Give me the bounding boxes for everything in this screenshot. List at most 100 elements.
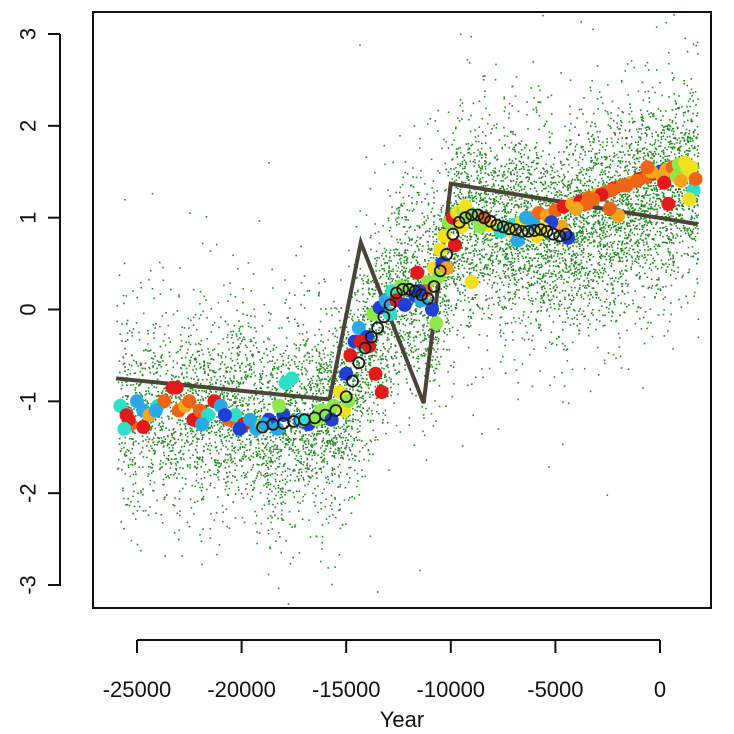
- background-point: [452, 270, 454, 272]
- background-point: [322, 440, 324, 442]
- background-point: [369, 419, 372, 422]
- background-point: [619, 200, 621, 202]
- background-point: [318, 353, 321, 355]
- background-point: [194, 343, 197, 345]
- background-point: [503, 250, 505, 252]
- background-point: [397, 241, 399, 244]
- background-point: [493, 198, 495, 201]
- background-point: [452, 275, 454, 278]
- background-point: [667, 51, 670, 54]
- background-point: [515, 166, 517, 169]
- background-point: [612, 249, 614, 251]
- background-point: [692, 139, 694, 142]
- background-point: [460, 33, 462, 36]
- background-point: [491, 262, 493, 265]
- background-point: [511, 331, 514, 333]
- background-point: [293, 468, 295, 471]
- background-point: [660, 222, 663, 224]
- background-point: [295, 438, 297, 440]
- background-point: [604, 301, 606, 303]
- background-point: [573, 190, 576, 193]
- background-point: [696, 232, 699, 235]
- background-point: [495, 271, 498, 273]
- background-point: [305, 430, 307, 432]
- background-point: [297, 452, 300, 454]
- background-point: [318, 389, 320, 392]
- background-point: [558, 176, 561, 178]
- background-point: [352, 389, 354, 391]
- background-point: [447, 171, 450, 173]
- background-point: [499, 187, 501, 190]
- background-point: [413, 208, 415, 211]
- background-point: [175, 468, 177, 470]
- background-point: [660, 150, 663, 153]
- background-point: [481, 368, 483, 370]
- background-point: [405, 218, 408, 221]
- background-point: [616, 252, 618, 254]
- background-point: [211, 383, 214, 385]
- background-point: [485, 181, 487, 183]
- background-point: [569, 143, 571, 146]
- background-point: [633, 227, 636, 229]
- background-point: [369, 421, 372, 423]
- background-point: [133, 359, 135, 362]
- background-point: [375, 270, 377, 272]
- background-point: [221, 504, 224, 507]
- background-point: [281, 355, 283, 358]
- background-point: [484, 197, 486, 199]
- background-point: [285, 364, 288, 367]
- background-point: [169, 440, 171, 443]
- background-point: [457, 163, 459, 166]
- background-point: [662, 194, 665, 197]
- background-point: [450, 261, 453, 263]
- background-point: [175, 464, 178, 467]
- background-point: [306, 464, 308, 467]
- background-point: [359, 274, 361, 276]
- background-point: [162, 478, 165, 481]
- background-point: [296, 410, 298, 412]
- background-point: [682, 224, 685, 227]
- background-point: [287, 357, 289, 360]
- background-point: [679, 191, 682, 193]
- background-point: [307, 443, 310, 445]
- background-point: [510, 171, 512, 173]
- background-point: [298, 409, 300, 411]
- background-point: [396, 208, 398, 210]
- background-point: [176, 310, 179, 312]
- background-point: [512, 169, 514, 172]
- background-point: [568, 253, 571, 255]
- background-point: [482, 243, 485, 245]
- background-point: [686, 105, 688, 108]
- background-point: [599, 228, 601, 231]
- background-point: [453, 278, 455, 280]
- background-point: [435, 338, 437, 341]
- background-point: [662, 157, 664, 159]
- background-point: [275, 387, 277, 390]
- background-point: [220, 440, 223, 443]
- background-point: [244, 344, 247, 347]
- background-point: [469, 130, 472, 133]
- background-point: [246, 430, 249, 433]
- background-point: [557, 191, 559, 193]
- background-point: [262, 383, 264, 386]
- background-point: [582, 174, 584, 176]
- background-point: [654, 296, 656, 298]
- background-point: [462, 238, 464, 241]
- background-point: [477, 193, 480, 195]
- background-point: [275, 448, 278, 450]
- background-point: [205, 390, 208, 392]
- background-point: [574, 179, 576, 181]
- background-point: [601, 164, 603, 167]
- background-point: [658, 245, 661, 247]
- background-point: [538, 323, 540, 326]
- background-point: [332, 468, 334, 471]
- background-point: [440, 218, 443, 220]
- background-point: [649, 194, 651, 196]
- background-point: [276, 372, 278, 375]
- background-point: [419, 243, 421, 246]
- background-point: [532, 334, 534, 337]
- background-point: [639, 156, 641, 159]
- background-point: [593, 239, 595, 242]
- background-point: [245, 402, 248, 405]
- background-point: [506, 135, 509, 138]
